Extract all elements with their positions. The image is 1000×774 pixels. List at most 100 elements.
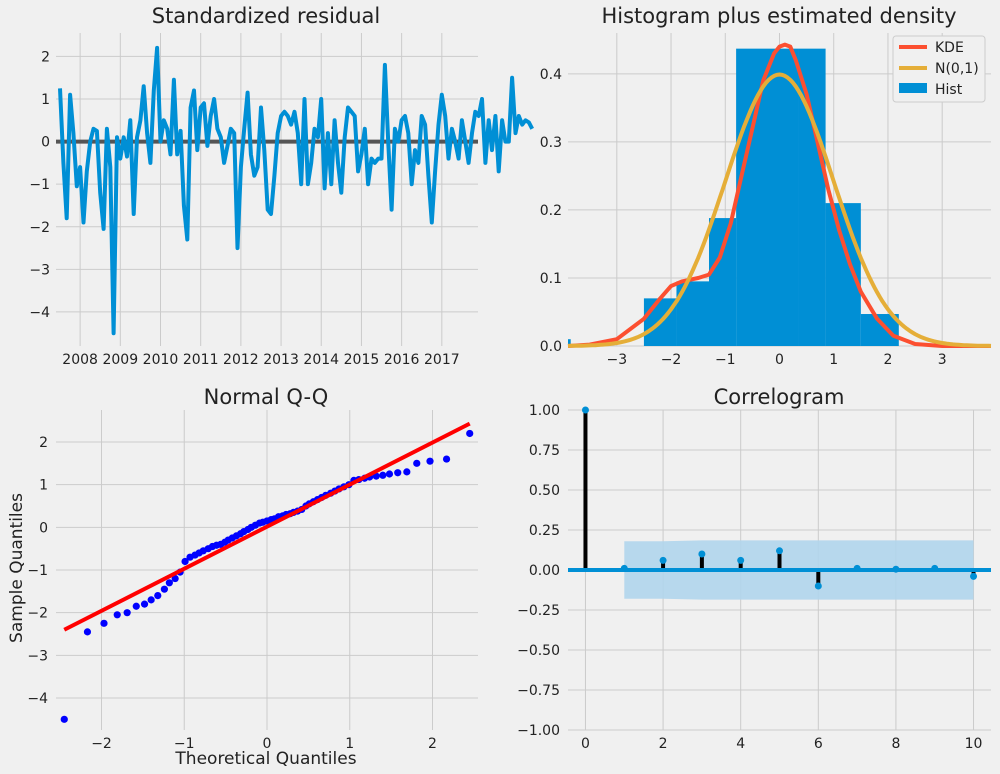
x-tick-label: 2016 <box>384 352 420 368</box>
y-tick-label: −0.75 <box>517 683 560 699</box>
acf-point <box>620 564 628 572</box>
y-tick-label: 2 <box>39 435 48 451</box>
x-tick-label: 0 <box>581 736 590 752</box>
y-tick-label: 0.1 <box>540 271 562 287</box>
x-tick-label: 2017 <box>424 352 460 368</box>
histogram-title: Histogram plus estimated density <box>601 4 956 28</box>
acf-point <box>853 564 861 572</box>
x-tick-label: 2013 <box>263 352 299 368</box>
y-tick-label: 0.00 <box>529 563 560 579</box>
x-tick-label: −3 <box>606 352 627 368</box>
y-tick-label: −4 <box>27 691 48 707</box>
qq-point <box>413 459 421 467</box>
y-tick-label: 0.25 <box>529 523 560 539</box>
qq-point <box>171 574 179 583</box>
x-tick-label: 2 <box>428 736 437 752</box>
correlogram-panel: Correlogram 0 2 4 6 8 10 −1.00 −0.75 −0.50 −0.25 0… <box>517 385 991 752</box>
histogram-bar <box>798 48 826 347</box>
correlogram-title: Correlogram <box>714 385 845 409</box>
x-tick-label: 2008 <box>62 352 98 368</box>
normal-qq-title: Normal Q-Q <box>204 385 329 409</box>
y-tick-label: 0 <box>41 135 50 151</box>
x-tick-label: −1 <box>715 352 736 368</box>
qq-point <box>442 455 451 463</box>
y-tick-label: −1 <box>29 177 50 193</box>
x-tick-label: 2 <box>659 736 668 752</box>
standardized-residual-panel: Standardized residual 2008 2009 2010 2011 20… <box>29 4 534 368</box>
x-tick-label: 0 <box>775 352 784 368</box>
acf-point <box>970 572 978 580</box>
x-tick-label: 6 <box>814 736 823 752</box>
histogram-bar <box>568 339 571 346</box>
acf-point <box>581 406 589 414</box>
y-tick-label: −0.50 <box>517 643 560 659</box>
qq-point <box>123 609 131 617</box>
standardized-residual-ticks: 2008 2009 2010 2011 2012 2013 2014 2015 2016 2017… <box>29 49 459 368</box>
qq-point <box>181 557 189 566</box>
y-tick-label: −0.25 <box>517 603 560 619</box>
legend-hist-swatch <box>899 83 927 93</box>
y-tick-label: −2 <box>27 606 48 622</box>
acf-point <box>814 582 822 590</box>
qq-point <box>394 469 402 477</box>
qq-point <box>113 611 121 619</box>
x-tick-label: 2 <box>884 352 893 368</box>
acf-point <box>776 547 783 555</box>
y-tick-label: 0.2 <box>540 203 562 219</box>
y-tick-label: 2 <box>41 49 50 65</box>
acf-point <box>931 564 939 572</box>
y-tick-label: 0.50 <box>529 483 560 499</box>
qq-point <box>379 471 387 479</box>
y-tick-label: 0.4 <box>540 67 562 83</box>
qq-point <box>160 585 168 593</box>
qq-reference-line <box>63 421 471 632</box>
qq-point <box>132 602 140 610</box>
histogram-density-panel: Histogram plus estimated density −3 −2 −1 0… <box>540 4 992 368</box>
y-tick-label: −1 <box>27 563 48 579</box>
x-tick-label: 0 <box>263 736 272 752</box>
x-tick-label: 3 <box>938 352 947 368</box>
x-tick-label: 10 <box>965 736 983 752</box>
x-tick-label: 4 <box>736 736 745 752</box>
y-tick-label: −2 <box>29 220 50 236</box>
y-tick-label: −1.00 <box>517 723 560 739</box>
acf-point <box>698 550 706 558</box>
x-tick-label: 2011 <box>183 352 219 368</box>
residual-series-line <box>58 45 534 336</box>
legend-kde-label: KDE <box>935 40 964 56</box>
y-tick-label: 0.0 <box>540 339 562 355</box>
x-tick-label: 8 <box>891 736 900 752</box>
legend-normal-label: N(0,1) <box>935 61 979 77</box>
acf-point <box>659 556 667 564</box>
qq-y-axis-label: Sample Quantiles <box>7 493 27 643</box>
legend-hist-label: Hist <box>935 82 963 98</box>
y-tick-label: 1.00 <box>529 403 560 419</box>
x-tick-label: 1 <box>345 736 354 752</box>
qq-x-axis-label: Theoretical Quantiles <box>174 749 356 769</box>
qq-point <box>147 596 155 604</box>
x-tick-label: 2009 <box>102 352 138 368</box>
standardized-residual-title: Standardized residual <box>152 4 381 28</box>
histogram-legend: KDE N(0,1) Hist <box>892 35 986 103</box>
normal-qq-panel: Normal Q-Q −2 −1 0 1 2 −4 −3 −2 −1 0 1 2 Theoretica… <box>7 385 478 769</box>
qq-point <box>60 715 68 723</box>
normal-qq-grid <box>56 410 478 730</box>
normal-qq-marks <box>60 421 474 723</box>
y-tick-label: −3 <box>29 262 50 278</box>
acf-point <box>737 556 745 564</box>
x-tick-label: 2014 <box>303 352 339 368</box>
qq-point <box>140 600 149 608</box>
qq-point <box>154 592 162 600</box>
histogram-ticks: −3 −2 −1 0 1 2 3 0.0 0.1 0.2 0.3 0.4 <box>540 67 947 368</box>
x-tick-label: 2015 <box>344 352 380 368</box>
qq-point <box>385 470 394 478</box>
x-tick-label: 1 <box>829 352 838 368</box>
histogram-bar <box>709 218 737 346</box>
y-tick-label: 0 <box>39 520 48 536</box>
acf-point <box>892 565 900 573</box>
qq-point <box>83 628 92 636</box>
x-tick-label: −2 <box>91 736 112 752</box>
qq-point <box>466 429 474 438</box>
correlogram-ticks: 0 2 4 6 8 10 −1.00 −0.75 −0.50 −0.25 0.00 0.25 0.50 0… <box>517 403 982 752</box>
